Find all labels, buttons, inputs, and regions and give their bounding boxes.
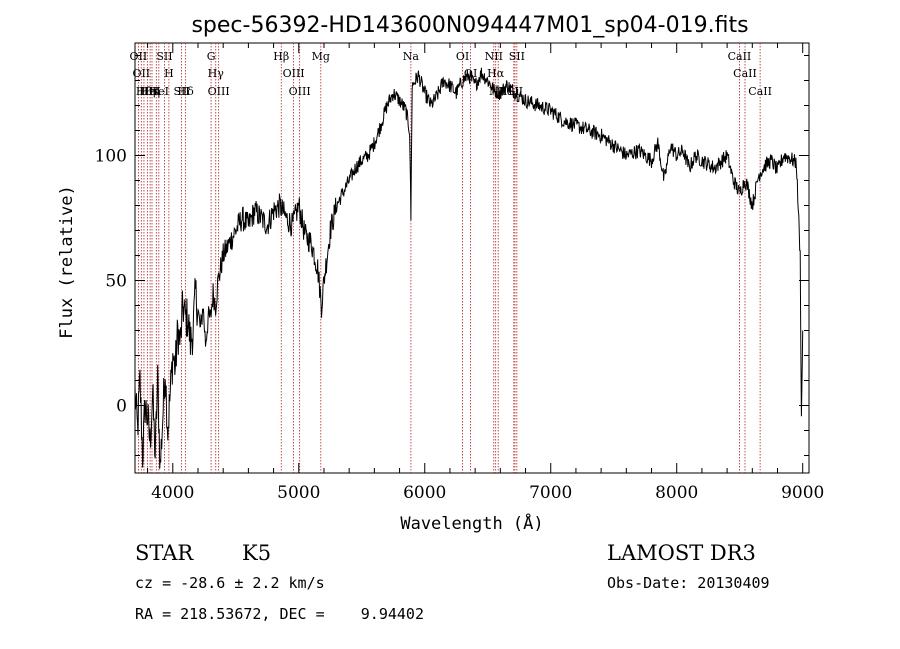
spectral-line-label: NII	[485, 50, 503, 63]
spectral-line-label: SII	[509, 50, 525, 63]
x-tick-label: 9000	[781, 483, 824, 503]
x-tick-label: 6000	[403, 483, 446, 503]
object-class: STAR	[135, 541, 194, 565]
chart-title: spec-56392-HD143600N094447M01_sp04-019.f…	[191, 13, 748, 38]
spectral-line-label: G	[207, 50, 216, 63]
spectral-line-label: HeI	[149, 85, 169, 98]
spectral-line-markers	[138, 43, 761, 473]
spectral-line-label: SII	[156, 50, 172, 63]
spectral-line-label: OII	[130, 50, 148, 63]
spectral-line-label: OIII	[289, 85, 311, 98]
axis-tick-labels: 4000 5000 6000 7000 8000 9000 0 50 100	[95, 147, 825, 504]
spectral-line-label: Na	[403, 50, 420, 63]
spectral-line-label: Hβ	[273, 50, 289, 63]
spectral-line-label: Hθ	[136, 85, 153, 98]
survey-name: LAMOST DR3	[607, 541, 756, 565]
axis-ticks	[135, 43, 809, 473]
spectral-line-label: CaII	[748, 85, 772, 98]
spectral-line-label: Hη	[139, 85, 155, 98]
spectral-line-label: H	[164, 67, 174, 80]
spectral-line-label: OIII	[283, 67, 305, 80]
spectral-line-label: CaII	[728, 50, 752, 63]
spectral-line-label: Hγ	[208, 67, 225, 80]
spectral-line-label: OII	[132, 67, 150, 80]
y-tick-label: 50	[105, 272, 127, 292]
x-tick-label: 8000	[655, 483, 698, 503]
coordinates-text: RA = 218.53672, DEC = 9.94402	[135, 605, 424, 623]
object-subclass: K5	[242, 541, 271, 565]
spectrum-line	[134, 67, 804, 469]
spectral-line-label: Hα	[487, 67, 505, 80]
spectral-line-label: CaII	[733, 67, 757, 80]
spectral-line-label: SII	[173, 85, 189, 98]
plot-frame	[134, 42, 810, 474]
spectral-line-label: Hη	[144, 85, 160, 98]
redshift-text: cz = -28.6 ± 2.2 km/s	[135, 574, 325, 592]
spectral-line-label: K	[152, 85, 161, 98]
spectral-line-label: Hδ	[178, 85, 195, 98]
y-tick-label: 100	[95, 147, 127, 167]
x-axis-label: Wavelength (Å)	[400, 512, 543, 534]
x-tick-label: 5000	[277, 483, 320, 503]
obs-date: Obs-Date: 20130409	[607, 574, 770, 592]
spectral-line-label: OIII	[208, 85, 230, 98]
spectral-line-label: Mg	[312, 50, 330, 63]
spectral-line-label: HeI	[140, 85, 160, 98]
x-tick-label: 7000	[529, 483, 572, 503]
spectral-line-label: OI	[456, 50, 469, 63]
y-tick-label: 0	[116, 397, 127, 417]
x-tick-label: 4000	[151, 483, 194, 503]
y-axis-label: Flux (relative)	[57, 185, 77, 339]
